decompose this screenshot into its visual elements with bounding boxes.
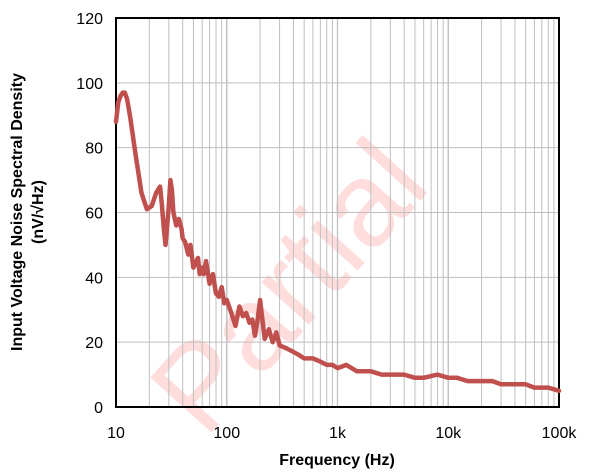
y-tick-label: 100 <box>76 76 103 93</box>
x-tick-label: 100k <box>542 425 578 442</box>
plot-frame <box>115 17 560 408</box>
y-tick-label: 0 <box>94 400 103 417</box>
x-axis-title: Frequency (Hz) <box>279 452 395 469</box>
x-tick-label: 10 <box>107 425 125 442</box>
x-tick-label: 10k <box>435 425 462 442</box>
y-tick-label: 80 <box>85 141 103 158</box>
y-tick-label: 20 <box>85 335 103 352</box>
y-tick-label: 120 <box>76 11 103 28</box>
series-line <box>113 90 562 394</box>
y-tick-label: 40 <box>85 270 103 287</box>
grid <box>116 18 559 407</box>
y-axis-title-line-1: Input Voltage Noise Spectral Density <box>9 73 26 351</box>
series-layer <box>113 90 562 394</box>
y-axis-title-line-2: (nV/√Hz) <box>30 180 47 244</box>
y-tick-labels: 0 20 40 60 80 100 120 <box>76 11 103 417</box>
x-tick-label: 1k <box>329 425 347 442</box>
y-tick-label: 60 <box>85 206 103 223</box>
x-tick-labels: 10 100 1k 10k 100k <box>107 425 577 442</box>
x-tick-label: 100 <box>213 425 240 442</box>
